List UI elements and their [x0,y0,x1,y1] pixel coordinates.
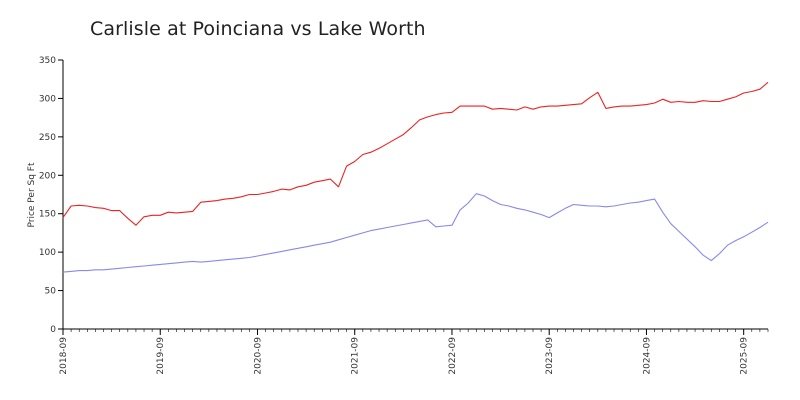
series-line-1 [62,81,769,226]
x-tick-label: 2018-09 [59,337,69,375]
x-tick-label: 2020-09 [253,337,263,375]
axes: 0 50 100 150 200 250 300 350 2018-09 2019-09 2020-… [39,56,769,375]
y-tick-label: 100 [39,248,56,258]
x-tick-label: 2025-09 [740,337,750,375]
y-tick-label: 250 [39,133,56,143]
y-tick-label: 300 [39,94,56,104]
y-tick-label: 200 [39,171,56,181]
x-tick-label: 2019-09 [156,337,166,375]
y-tick-label: 150 [39,210,56,220]
series-group [62,81,769,273]
x-tick-label: 2022-09 [448,337,458,375]
y-tick-label: 350 [39,56,56,66]
y-tick-label: 0 [50,325,56,335]
series-line-2 [62,193,769,273]
y-tick-label: 50 [45,287,57,297]
x-tick-label: 2021-09 [351,337,361,375]
x-tick-label: 2024-09 [642,337,652,375]
y-axis-label: Price Per Sq Ft [27,162,37,227]
x-tick-label: 2023-09 [545,337,555,375]
chart-title: Carlisle at Poinciana vs Lake Worth [90,18,426,40]
